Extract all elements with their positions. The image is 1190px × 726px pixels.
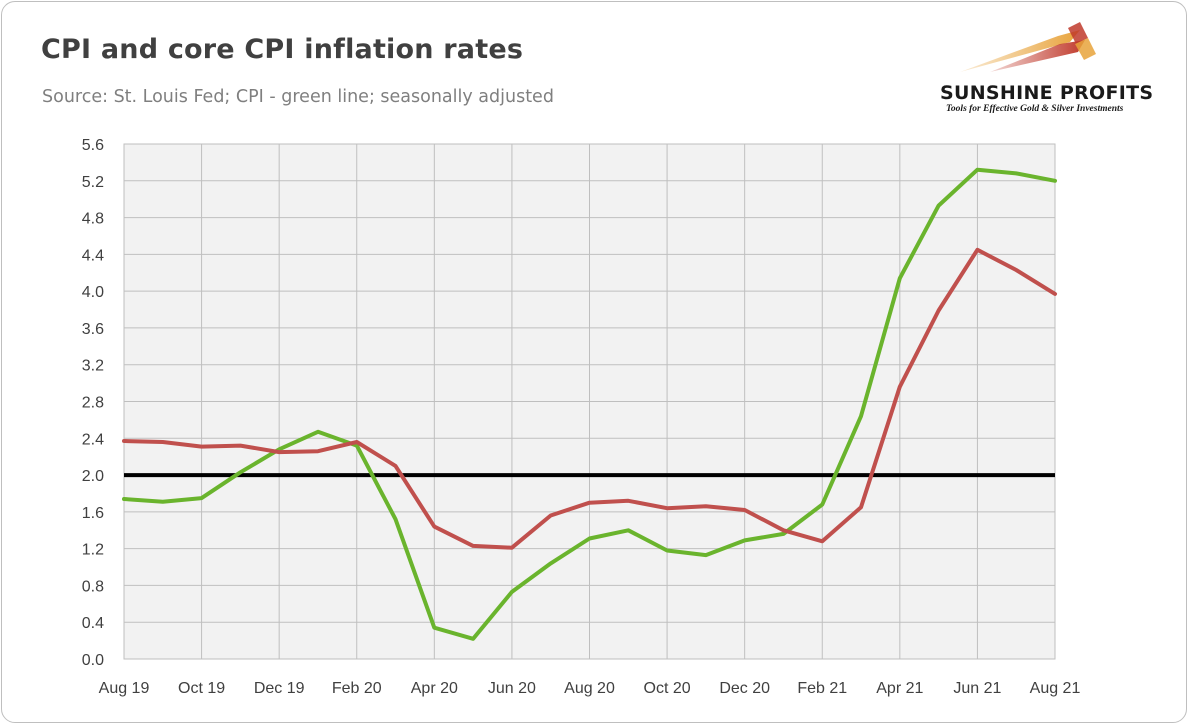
y-tick-label: 2.0 (82, 468, 104, 485)
y-tick-label: 4.4 (82, 247, 104, 264)
y-tick-label: 3.6 (82, 321, 104, 338)
logo-name: SUNSHINE PROFITS (940, 82, 1154, 104)
y-tick-label: 1.6 (82, 505, 104, 522)
x-tick-label: Oct 20 (644, 680, 691, 697)
y-tick-label: 2.8 (82, 395, 104, 412)
x-tick-label: Jun 21 (953, 680, 1001, 697)
chart-subtitle: Source: St. Louis Fed; CPI - green line;… (42, 87, 554, 107)
y-tick-label: 0.0 (82, 652, 104, 669)
x-tick-label: Feb 21 (797, 680, 847, 697)
cpi-series-line (122, 167, 1057, 641)
y-tick-label: 5.2 (82, 174, 104, 191)
logo-tagline: Tools for Effective Gold & Silver Invest… (946, 104, 1124, 114)
y-tick-label: 4.8 (82, 211, 104, 228)
x-tick-label: Apr 21 (876, 680, 923, 697)
y-tick-label: 0.8 (82, 578, 104, 595)
x-tick-label: Dec 20 (719, 680, 770, 697)
y-tick-label: 5.6 (82, 137, 104, 154)
y-tick-label: 3.2 (82, 358, 104, 375)
x-tick-label: Dec 19 (254, 680, 305, 697)
y-tick-label: 4.0 (82, 284, 104, 301)
x-tick-label: Aug 21 (1030, 680, 1081, 697)
sunshine-profits-logo-icon (960, 22, 1096, 72)
x-tick-label: Jun 20 (488, 680, 536, 697)
y-tick-label: 2.4 (82, 431, 104, 448)
y-tick-label: 0.4 (82, 615, 104, 632)
plot-border (123, 143, 1056, 660)
y-tick-label: 1.2 (82, 542, 104, 559)
x-tick-label: Feb 20 (332, 680, 382, 697)
x-tick-label: Aug 20 (564, 680, 615, 697)
core-cpi-series-line (122, 247, 1057, 550)
x-tick-label: Apr 20 (411, 680, 458, 697)
x-tick-label: Aug 19 (99, 680, 150, 697)
x-tick-label: Oct 19 (178, 680, 225, 697)
chart-title: CPI and core CPI inflation rates (41, 34, 524, 65)
